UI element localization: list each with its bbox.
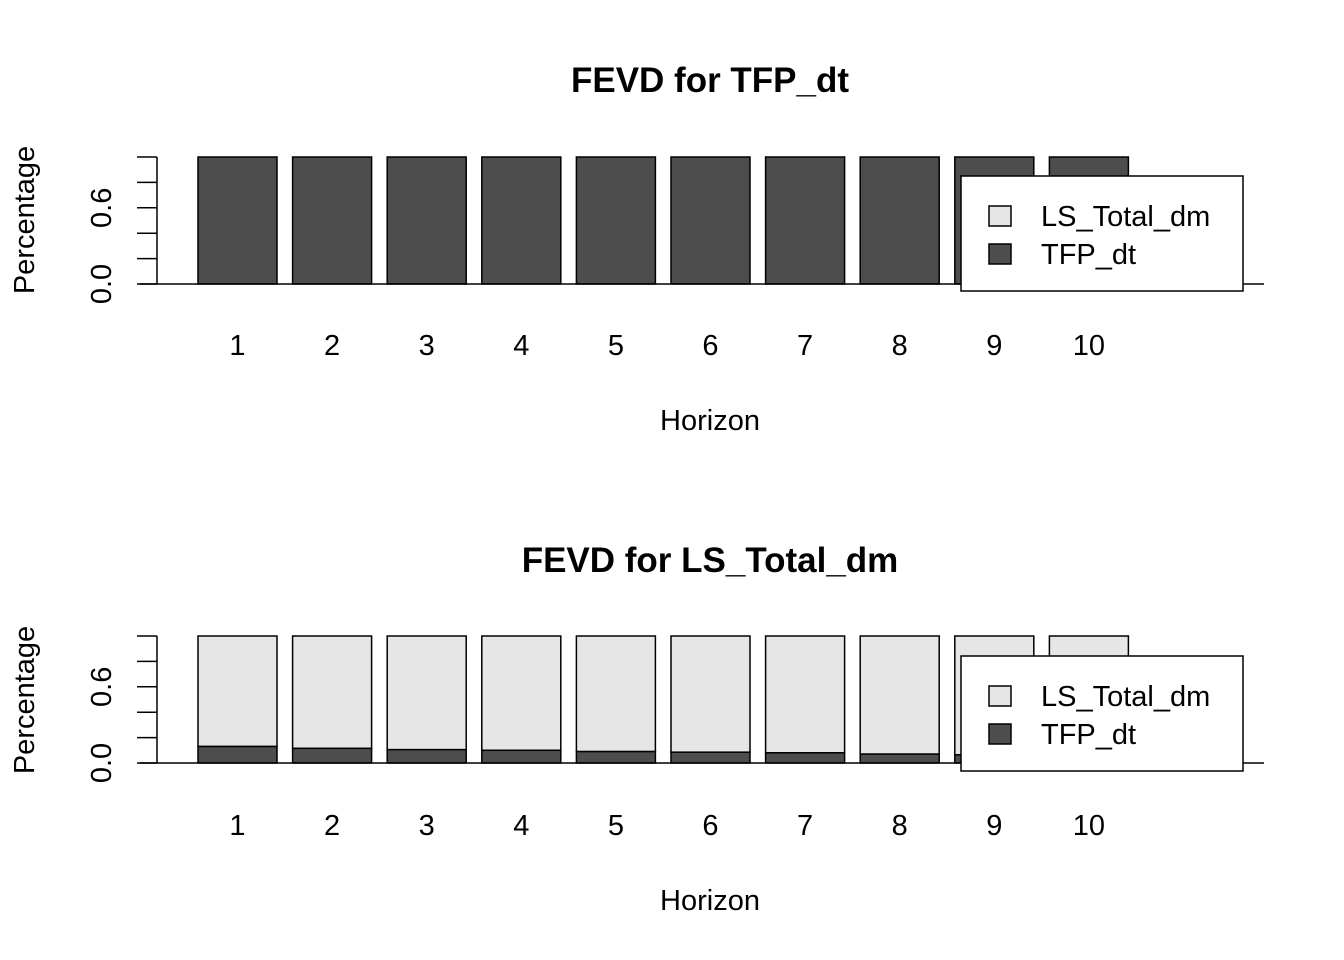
x-tick-label: 4 <box>513 330 529 362</box>
bar-tfp-dt <box>764 156 846 285</box>
bar-tfp-dt <box>764 752 846 764</box>
x-tick-label: 8 <box>892 330 908 362</box>
x-tick-label: 9 <box>986 330 1002 362</box>
legend-swatch <box>988 723 1012 745</box>
x-tick-label: 8 <box>892 810 908 842</box>
legend-label: TFP_dt <box>1041 719 1136 751</box>
x-tick-label: 5 <box>608 330 624 362</box>
x-tick-label: 7 <box>797 330 813 362</box>
x-tick-label: 6 <box>702 330 718 362</box>
bar-ls-total-dm <box>291 635 373 750</box>
bar-tfp-dt <box>575 750 657 764</box>
y-axis-label: Percentage <box>9 146 41 294</box>
bar-ls-total-dm <box>386 635 467 751</box>
legend-label: LS_Total_dm <box>1041 681 1210 713</box>
bar-ls-total-dm <box>481 635 562 752</box>
x-tick-label: 9 <box>986 810 1002 842</box>
y-tick-label: 0.6 <box>86 188 118 228</box>
x-tick-label: 10 <box>1073 330 1105 362</box>
legend-label: TFP_dt <box>1041 239 1136 271</box>
chart-panel-2: FEVD for LS_Total_dm Horizon Percentage 1 2 3… <box>9 541 1264 917</box>
legend-swatch <box>988 205 1012 227</box>
bar-tfp-dt <box>859 753 940 764</box>
bar-tfp-dt <box>575 156 657 285</box>
bar-tfp-dt <box>197 156 278 285</box>
x-tick-label: 5 <box>608 810 624 842</box>
bar-tfp-dt <box>291 747 373 764</box>
bar-tfp-dt <box>197 745 278 764</box>
legend-box <box>960 175 1244 292</box>
y-tick-label: 0.0 <box>86 264 118 304</box>
chart-panel-1: FEVD for TFP_dt Horizon Percentage 1 2 3 4 5 6 7 8… <box>9 61 1264 437</box>
y-tick-label: 0.0 <box>86 743 118 783</box>
legend-swatch <box>988 685 1012 707</box>
x-tick-label: 6 <box>702 810 718 842</box>
x-axis-label: Horizon <box>660 885 760 917</box>
bar-tfp-dt <box>386 156 467 285</box>
x-tick-label: 7 <box>797 810 813 842</box>
chart-title: FEVD for TFP_dt <box>571 61 849 100</box>
bar-ls-total-dm <box>575 635 657 753</box>
bar-tfp-dt <box>670 751 751 764</box>
bar-ls-total-dm <box>764 635 846 754</box>
bar-tfp-dt <box>670 156 751 285</box>
y-axis-label: Percentage <box>9 626 41 774</box>
legend-box <box>960 655 1244 772</box>
x-tick-label: 2 <box>324 810 340 842</box>
legend-swatch <box>988 243 1012 265</box>
x-tick-label: 1 <box>229 810 245 842</box>
bar-tfp-dt <box>859 156 940 285</box>
bar-ls-total-dm <box>859 635 940 755</box>
legend-label: LS_Total_dm <box>1041 201 1210 233</box>
bar-tfp-dt <box>291 156 373 285</box>
x-tick-label: 3 <box>419 810 435 842</box>
bar-ls-total-dm <box>197 635 278 748</box>
bar-tfp-dt <box>386 748 467 764</box>
bar-ls-total-dm <box>670 635 751 753</box>
x-tick-label: 2 <box>324 330 340 362</box>
x-tick-label: 1 <box>229 330 245 362</box>
y-tick-label: 0.6 <box>86 667 118 707</box>
x-tick-label: 3 <box>419 330 435 362</box>
bar-tfp-dt <box>481 156 562 285</box>
x-tick-label: 4 <box>513 810 529 842</box>
chart-title: FEVD for LS_Total_dm <box>522 541 899 580</box>
bar-tfp-dt <box>481 749 562 764</box>
x-axis-label: Horizon <box>660 405 760 437</box>
x-tick-label: 10 <box>1073 810 1105 842</box>
